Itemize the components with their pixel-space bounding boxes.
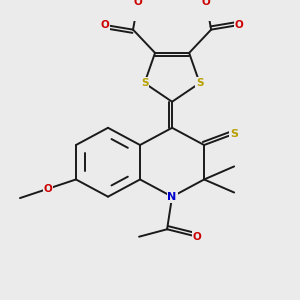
Text: O: O xyxy=(44,184,52,194)
Text: N: N xyxy=(167,192,177,202)
Text: S: S xyxy=(230,129,238,139)
Text: O: O xyxy=(202,0,211,7)
Text: O: O xyxy=(101,20,110,30)
Text: O: O xyxy=(193,232,202,242)
Text: O: O xyxy=(235,20,244,30)
Text: O: O xyxy=(134,0,142,7)
Text: S: S xyxy=(141,78,148,88)
Text: S: S xyxy=(196,78,203,88)
